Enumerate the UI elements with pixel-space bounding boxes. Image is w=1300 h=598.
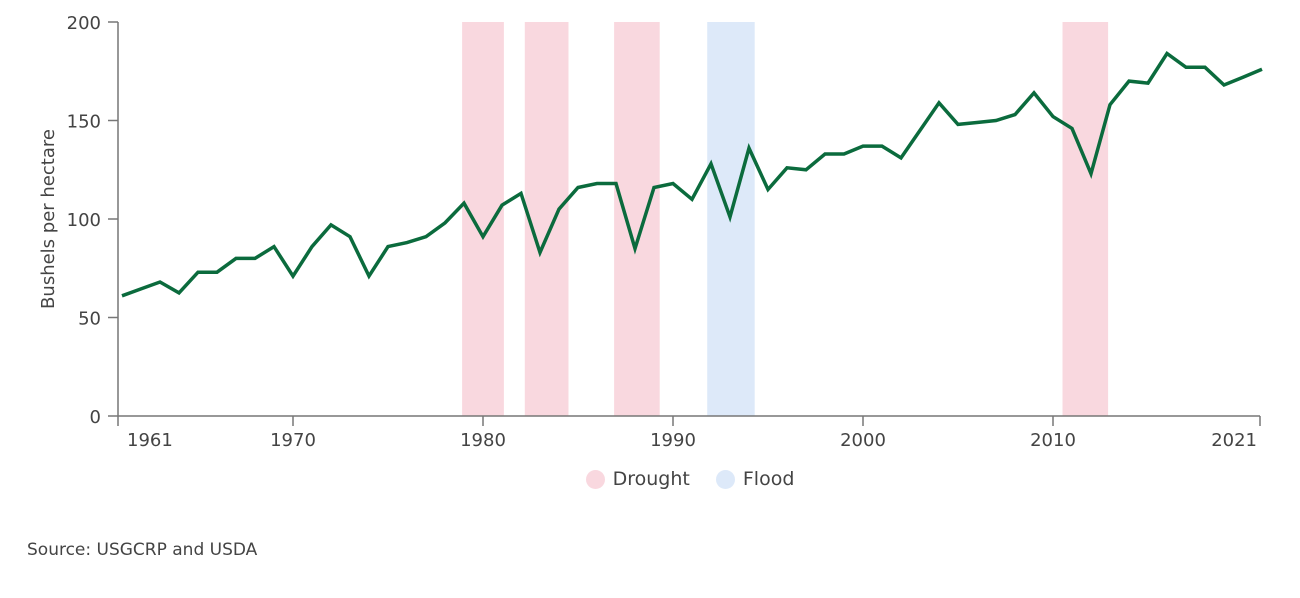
legend-item-drought: Drought xyxy=(585,468,690,490)
x-tick-label: 1961 xyxy=(127,430,173,451)
legend-swatch-flood xyxy=(715,469,735,489)
band-drought xyxy=(462,22,504,416)
legend-label-drought: Drought xyxy=(612,468,690,490)
source-note: Source: USGCRP and USDA xyxy=(27,540,258,560)
y-tick-label: 150 xyxy=(67,112,101,133)
y-tick-label: 0 xyxy=(90,407,101,428)
band-drought xyxy=(524,22,569,416)
x-tick-label: 1980 xyxy=(460,430,506,451)
y-tick-label: 100 xyxy=(67,210,101,231)
x-tick-label: 2021 xyxy=(1211,430,1257,451)
legend: Drought Flood xyxy=(0,468,1300,490)
x-tick-label: 2000 xyxy=(840,430,886,451)
band-drought xyxy=(1062,22,1109,416)
y-tick-label: 200 xyxy=(67,13,101,34)
line-chart: 0 50 100 150 200 1961 1970 1980 1990 2000 2010 2021… xyxy=(38,13,1263,451)
x-tick-label: 1970 xyxy=(270,430,316,451)
legend-swatch-drought xyxy=(585,469,605,489)
band-drought xyxy=(614,22,660,416)
x-tick-label: 1990 xyxy=(650,430,696,451)
x-tick-label: 2010 xyxy=(1030,430,1076,451)
y-tick-label: 50 xyxy=(78,309,101,330)
legend-item-flood: Flood xyxy=(715,468,795,490)
y-axis-title: Bushels per hectare xyxy=(38,129,59,309)
legend-label-flood: Flood xyxy=(742,468,795,490)
